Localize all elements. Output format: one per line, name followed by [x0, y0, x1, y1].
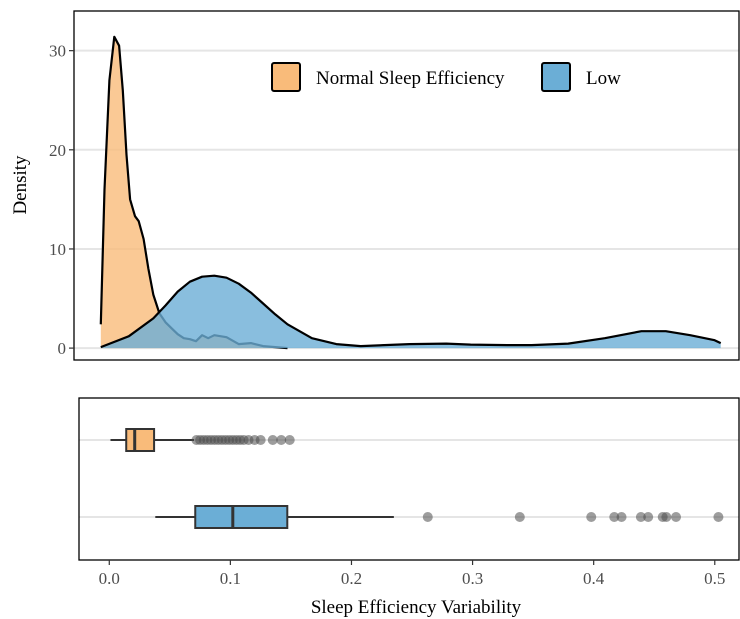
- outlier-point-low: [609, 512, 620, 522]
- outlier-point-normal: [276, 435, 287, 445]
- boxplot-panel: [78, 397, 740, 561]
- outlier-point-low: [422, 512, 433, 522]
- density-y-tick-label: 20: [49, 141, 66, 160]
- density-gridlines: [74, 49, 739, 350]
- density-line-low: [100, 274, 722, 349]
- outlier-point-low: [635, 512, 646, 522]
- box-normal: [125, 428, 156, 452]
- outlier-point-low: [671, 512, 682, 522]
- legend-label-low: Low: [586, 68, 621, 89]
- density-area-normal: [100, 36, 288, 349]
- x-tick-label: 0.4: [583, 569, 605, 588]
- density-y-axis-title: Density: [10, 155, 31, 215]
- density-y-tick-label: 30: [49, 42, 66, 61]
- box-series: [110, 428, 724, 529]
- outlier-point-normal: [255, 435, 266, 445]
- density-y-tick-label: 10: [49, 240, 66, 259]
- density-panel: [73, 10, 740, 361]
- legend-label-normal: Normal Sleep Efficiency: [316, 68, 505, 89]
- legend-key-low: [541, 62, 571, 92]
- x-tick-label: 0.0: [99, 569, 120, 588]
- density-series: [99, 35, 722, 350]
- x-tick-label: 0.3: [462, 569, 483, 588]
- density-y-tick-label: 0: [58, 339, 67, 358]
- legend: Normal Sleep Efficiency Low: [271, 62, 621, 92]
- box-low: [194, 505, 289, 529]
- x-tick-label: 0.1: [220, 569, 241, 588]
- density-y-axis: 0 10 20 30: [49, 42, 74, 358]
- density-area-low: [100, 275, 721, 349]
- box-gridlines: [79, 439, 739, 518]
- outlier-point-low: [713, 512, 724, 522]
- outlier-point-low: [514, 512, 525, 522]
- x-axis-title: Sleep Efficiency Variability: [311, 597, 522, 618]
- legend-key-normal: [271, 62, 301, 92]
- outlier-point-low: [661, 512, 672, 522]
- outlier-point-normal: [267, 435, 278, 445]
- outlier-point-low: [616, 512, 627, 522]
- outlier-point-low: [643, 512, 654, 522]
- outlier-point-normal: [284, 435, 295, 445]
- boxplot-x-axis: 0.0 0.1 0.2 0.3 0.4 0.5: [99, 560, 725, 588]
- x-tick-label: 0.2: [341, 569, 362, 588]
- x-tick-label: 0.5: [704, 569, 725, 588]
- outlier-point-low: [586, 512, 597, 522]
